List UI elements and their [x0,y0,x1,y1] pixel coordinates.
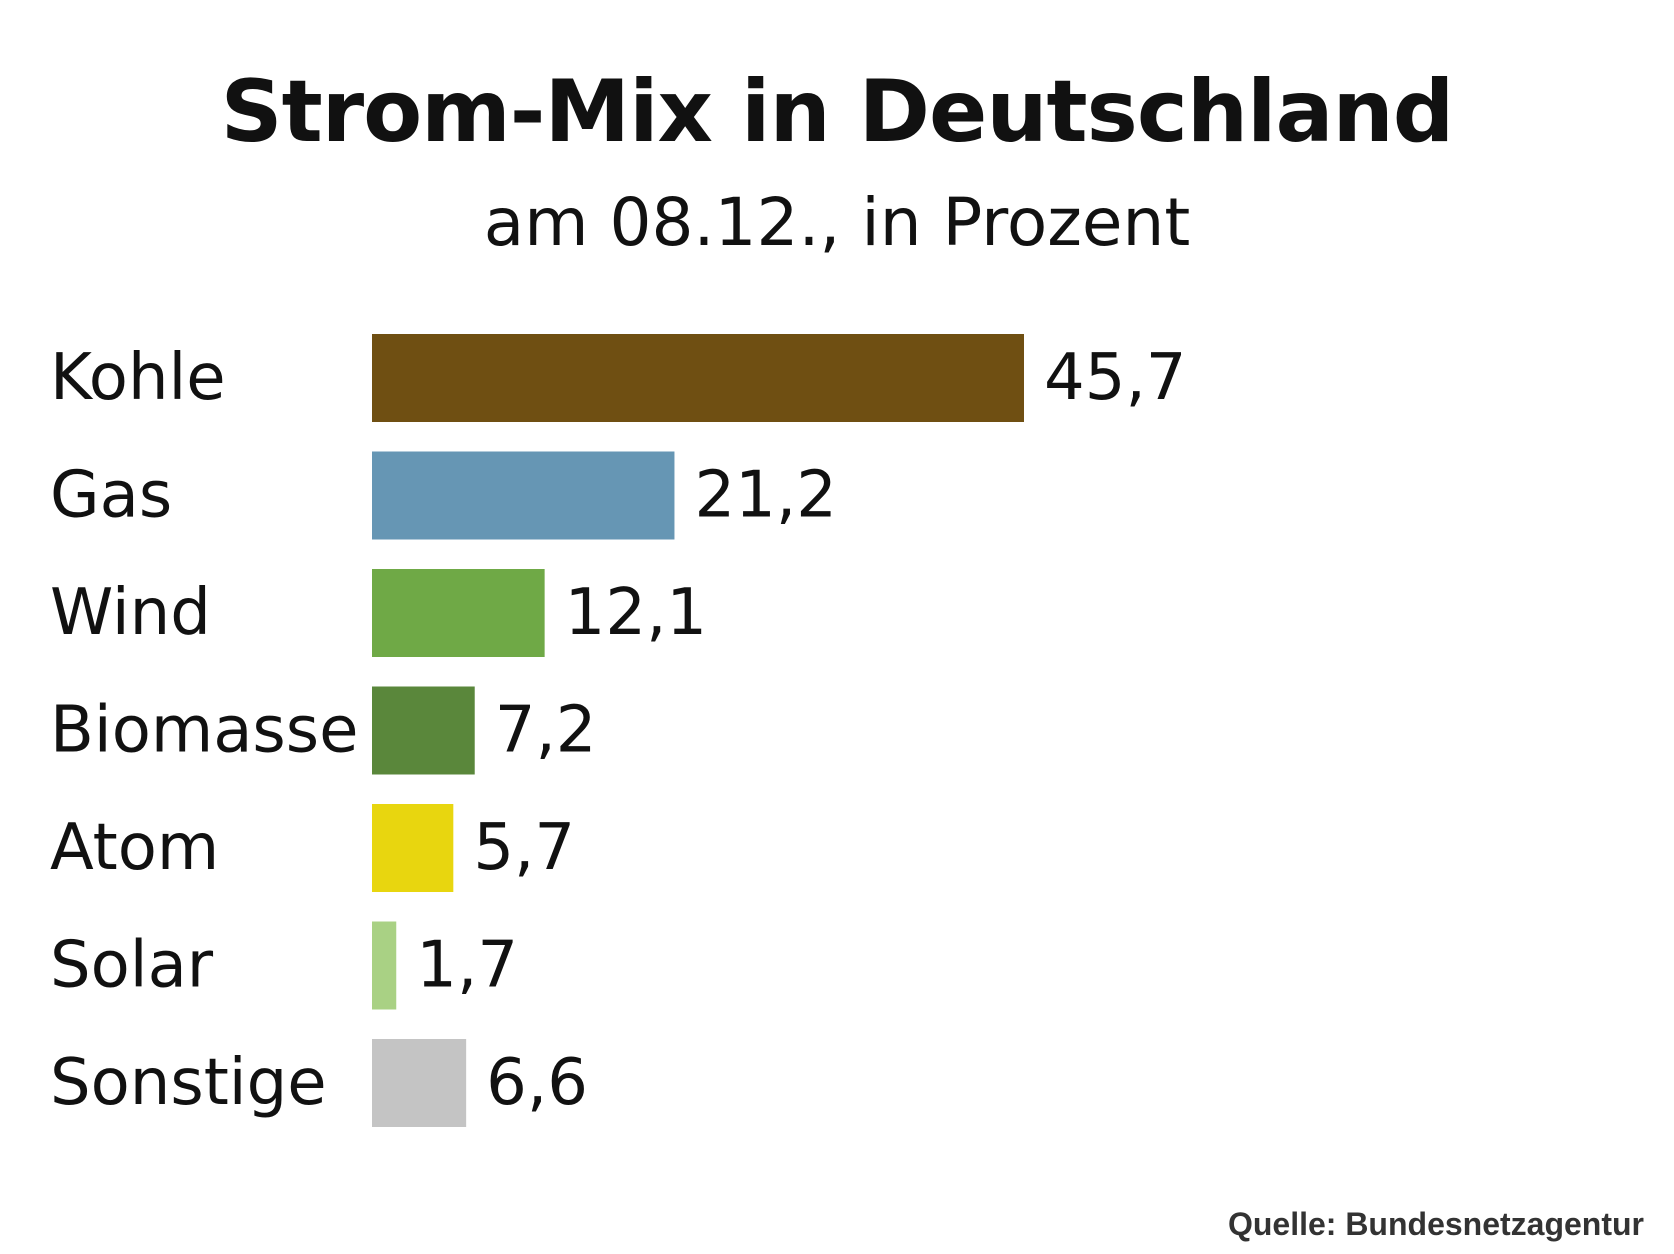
bar [372,804,454,892]
value-label: 6,6 [486,1046,588,1120]
category-label: Wind [50,576,211,650]
chart-title: Strom-Mix in Deutschland [220,62,1455,162]
category-label: Solar [50,929,214,1003]
bar [372,1039,467,1127]
bar [372,686,475,775]
value-label: 12,1 [565,576,708,650]
bar [372,569,545,657]
category-label: Sonstige [50,1046,327,1120]
value-label: 21,2 [694,459,837,533]
value-label: 1,7 [416,929,518,1003]
bar-chart: Kohle 45,7 Gas 21,2 Wind 12,1 Biomasse 7,2 Atom 5… [50,334,1187,1127]
source-note: Quelle: Bundesnetzagentur [1227,1206,1644,1242]
category-label: Gas [50,459,172,533]
value-label: 45,7 [1044,341,1187,415]
value-label: 7,2 [495,694,597,768]
category-label: Biomasse [50,694,358,768]
bar [372,921,397,1010]
bar [372,334,1024,422]
chart-subtitle: am 08.12., in Prozent [483,184,1191,261]
value-label: 5,7 [473,811,575,885]
category-label: Kohle [50,341,226,415]
category-label: Atom [50,811,219,885]
bar [372,451,675,540]
